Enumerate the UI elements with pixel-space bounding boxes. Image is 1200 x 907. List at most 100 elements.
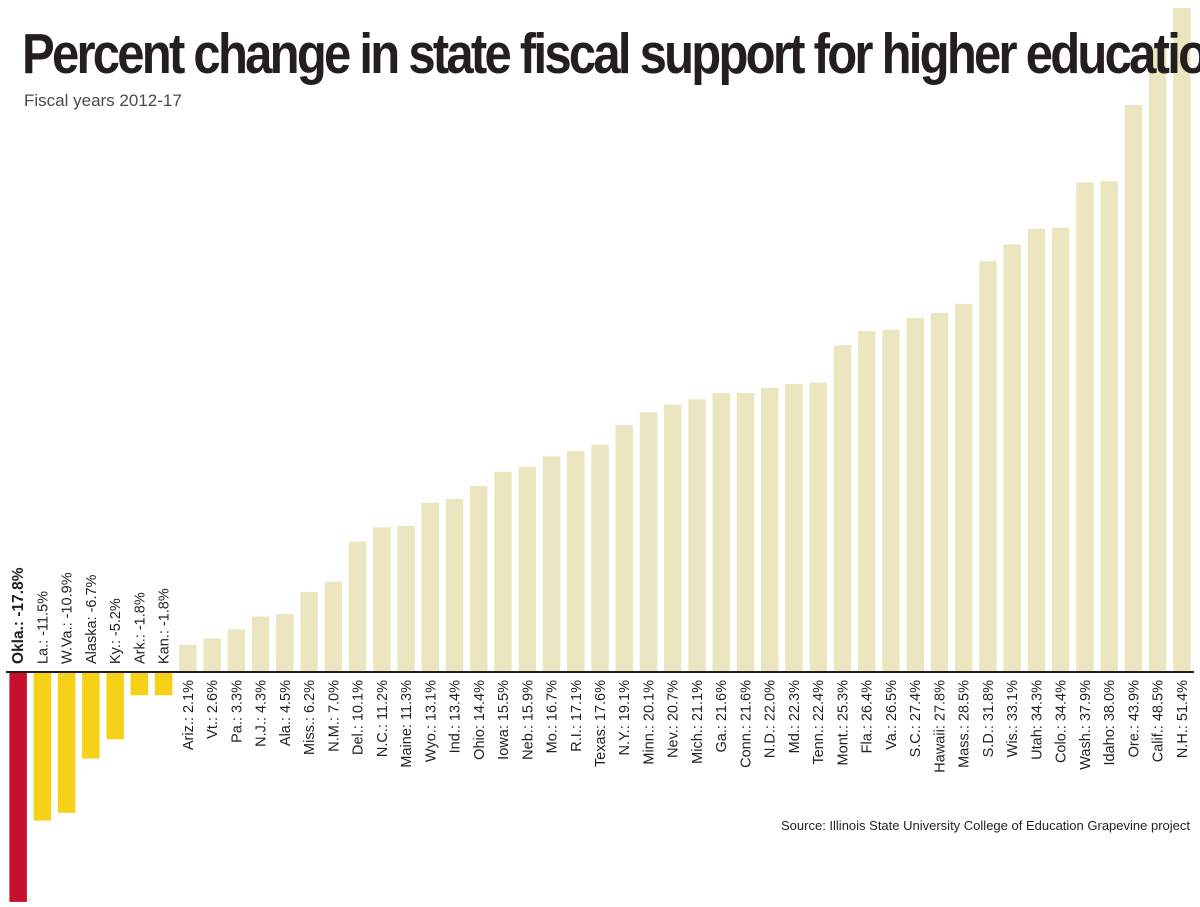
bar-label-neb: Neb.: 15.9% bbox=[520, 680, 536, 760]
bar-vt bbox=[203, 638, 221, 672]
page-title: Percent change in state fiscal support f… bbox=[22, 22, 1200, 86]
bar-label-minn: Minn.: 20.1% bbox=[642, 680, 658, 765]
bar-label-mo: Mo.: 16.7% bbox=[545, 680, 561, 753]
bar-tenn bbox=[809, 382, 827, 672]
bar-label-nm: N.M.: 7.0% bbox=[326, 680, 342, 752]
bar-label-iowa: Iowa: 15.5% bbox=[496, 680, 512, 760]
bar-alaska bbox=[82, 672, 100, 759]
bar-label-idaho: Idaho: 38.0% bbox=[1102, 680, 1118, 766]
bar-texas bbox=[591, 444, 609, 672]
bar-label-ala: Ala.: 4.5% bbox=[278, 680, 294, 746]
bar-label-calif: Calif.: 48.5% bbox=[1151, 680, 1167, 762]
bar-label-maine: Maine: 11.3% bbox=[399, 680, 415, 768]
bar-fla bbox=[858, 331, 876, 672]
bar-mont bbox=[833, 345, 852, 672]
bar-label-ariz: Ariz.: 2.1% bbox=[181, 680, 197, 750]
bar-label-miss: Miss.: 6.2% bbox=[302, 680, 318, 755]
bar-label-mont: Mont.: 25.3% bbox=[835, 680, 851, 766]
bar-wis bbox=[1003, 244, 1021, 672]
bar-iowa bbox=[494, 471, 512, 672]
bar-label-conn: Conn.: 21.6% bbox=[739, 680, 755, 768]
bar-kan bbox=[154, 672, 173, 696]
bar-ala bbox=[276, 613, 294, 672]
bar-ky bbox=[106, 672, 124, 740]
bar-ga bbox=[712, 393, 730, 672]
bar-label-nev: Nev.: 20.7% bbox=[666, 680, 682, 758]
bar-utah bbox=[1027, 228, 1046, 672]
bar-la bbox=[33, 672, 52, 821]
bar-label-pa: Pa.: 3.3% bbox=[229, 680, 245, 743]
bar-label-sd: S.D.: 31.8% bbox=[981, 680, 997, 757]
bar-minn bbox=[639, 412, 658, 672]
bar-ariz bbox=[179, 644, 197, 672]
bar-conn bbox=[736, 393, 755, 672]
bar-label-ore: Ore.: 43.9% bbox=[1126, 680, 1142, 757]
bar-okla bbox=[9, 672, 27, 902]
bar-label-ga: Ga.: 21.6% bbox=[714, 680, 730, 753]
bar-wva bbox=[57, 672, 76, 813]
bar-label-la: La.: -11.5% bbox=[35, 591, 51, 664]
bar-mass bbox=[954, 303, 973, 672]
bar-label-wyo: Wyo.: 13.1% bbox=[423, 680, 439, 762]
bar-miss bbox=[300, 591, 318, 672]
bar-nd bbox=[761, 387, 779, 672]
bar-md bbox=[785, 383, 803, 672]
bar-label-wis: Wis.: 33.1% bbox=[1005, 680, 1021, 757]
bar-label-texas: Texas: 17.6% bbox=[593, 680, 609, 767]
bar-label-mich: Mich.: 21.1% bbox=[690, 680, 706, 764]
bar-label-nd: N.D.: 22.0% bbox=[763, 680, 779, 758]
bar-ind bbox=[445, 498, 464, 672]
bar-label-colo: Colo.: 34.4% bbox=[1054, 680, 1070, 763]
bar-label-mass: Mass.: 28.5% bbox=[957, 680, 973, 768]
page-subtitle: Fiscal years 2012-17 bbox=[24, 91, 182, 110]
bar-label-utah: Utah: 34.3% bbox=[1029, 680, 1045, 760]
bar-sd bbox=[979, 261, 997, 672]
bar-label-okla: Okla.: -17.8% bbox=[10, 567, 27, 664]
bar-label-wva: W.Va.: -10.9% bbox=[60, 572, 76, 664]
bar-label-vt: Vt.: 2.6% bbox=[205, 680, 221, 739]
bar-label-hawaii: Hawaii: 27.8% bbox=[932, 680, 948, 773]
bar-pa bbox=[227, 629, 246, 672]
bar-ark bbox=[130, 672, 149, 696]
bar-label-ky: Ky.: -5.2% bbox=[108, 598, 124, 664]
bar-ri bbox=[567, 451, 585, 672]
bar-ohio bbox=[470, 486, 488, 672]
bar-label-wash: Wash.: 37.9% bbox=[1078, 680, 1094, 770]
source-note: Source: Illinois State University Colleg… bbox=[781, 818, 1190, 833]
bar-label-tenn: Tenn.: 22.4% bbox=[811, 680, 827, 765]
bar-sc bbox=[906, 318, 924, 672]
bar-label-fla: Fla.: 26.4% bbox=[860, 680, 876, 753]
bar-nj bbox=[251, 616, 270, 672]
bar-va bbox=[882, 329, 900, 672]
bar-del bbox=[348, 541, 367, 672]
bar-label-ark: Ark.: -1.8% bbox=[132, 592, 148, 664]
bar-label-nh: N.H.: 51.4% bbox=[1175, 680, 1191, 758]
bar-label-ny: N.Y.: 19.1% bbox=[617, 680, 633, 756]
bar-nh bbox=[1173, 8, 1191, 672]
bar-nc bbox=[373, 527, 391, 672]
bar-nev bbox=[664, 404, 682, 672]
bar-nm bbox=[324, 581, 343, 672]
bar-label-ri: R.I.: 17.1% bbox=[569, 680, 585, 752]
bar-colo bbox=[1051, 227, 1070, 672]
bar-label-sc: S.C.: 27.4% bbox=[908, 680, 924, 757]
bar-label-kan: Kan.: -1.8% bbox=[157, 588, 173, 664]
bar-idaho bbox=[1100, 181, 1118, 672]
bar-maine bbox=[397, 526, 415, 672]
bar-mich bbox=[688, 399, 706, 672]
bar-hawaii bbox=[930, 312, 949, 672]
bar-label-ohio: Ohio: 14.4% bbox=[472, 680, 488, 760]
bar-label-nj: N.J.: 4.3% bbox=[254, 680, 270, 747]
bar-ny bbox=[615, 425, 633, 672]
bar-label-nc: N.C.: 11.2% bbox=[375, 680, 391, 757]
bar-wash bbox=[1076, 182, 1094, 672]
bar-label-del: Del.: 10.1% bbox=[351, 680, 367, 755]
bar-neb bbox=[518, 466, 536, 672]
bar-wyo bbox=[421, 502, 440, 672]
bar-ore bbox=[1124, 104, 1143, 672]
bar-label-ind: Ind.: 13.4% bbox=[448, 680, 464, 753]
bar-calif bbox=[1148, 45, 1167, 672]
bar-label-va: Va.: 26.5% bbox=[884, 680, 900, 750]
bar-label-alaska: Alaska: -6.7% bbox=[84, 574, 100, 664]
